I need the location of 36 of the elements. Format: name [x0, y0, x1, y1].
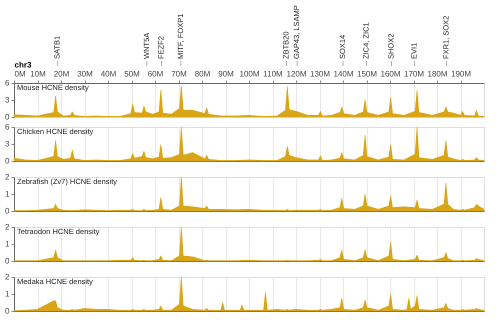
x-tick-label: 70M	[171, 70, 188, 78]
x-tick-label: 140M	[333, 70, 354, 78]
x-tick-label: 50M	[124, 70, 140, 78]
x-tick-label: 180M	[427, 70, 448, 78]
y-tick-label: 0	[5, 112, 10, 122]
y-tick-label: 1	[5, 240, 10, 248]
x-tick-label: 40M	[100, 70, 117, 78]
x-tick-label: 0M	[14, 70, 26, 78]
y-tick-label: 3	[5, 96, 10, 104]
y-tick-label: 2	[5, 222, 10, 232]
x-tick-label: 150M	[356, 70, 378, 78]
x-tick-label: 100M	[239, 70, 260, 78]
y-tick-label: 0	[5, 256, 10, 266]
x-tick-label: 60M	[148, 70, 164, 78]
x-tick-label: 130M	[310, 70, 330, 78]
y-tick-label: 2	[5, 272, 10, 282]
y-tick-label: 3	[5, 140, 10, 148]
x-tick-label: 190M	[450, 70, 472, 78]
y-tick-label: 0	[5, 206, 10, 216]
y-tick-label: 1	[5, 190, 10, 198]
x-tick-label: 170M	[404, 70, 424, 78]
y-tick-label: 6	[5, 122, 10, 132]
y-tick-label: 0	[5, 156, 10, 166]
x-tick-label: 80M	[194, 70, 211, 78]
x-tick-label: 20M	[54, 70, 70, 78]
x-tick-label: 160M	[380, 70, 401, 78]
x-tick-label: 90M	[218, 70, 234, 78]
y-tick-label: 1	[5, 290, 10, 298]
y-tick-label: 6	[5, 78, 10, 88]
x-tick-label: 30M	[77, 70, 94, 78]
y-tick-label: 2	[5, 172, 10, 182]
x-tick-label: 120M	[286, 70, 307, 78]
x-tick-label: 110M	[263, 70, 284, 78]
x-tick-label: 10M	[30, 70, 46, 78]
x-axis-title: chr3	[14, 60, 32, 70]
y-tick-label: 0	[5, 306, 10, 316]
